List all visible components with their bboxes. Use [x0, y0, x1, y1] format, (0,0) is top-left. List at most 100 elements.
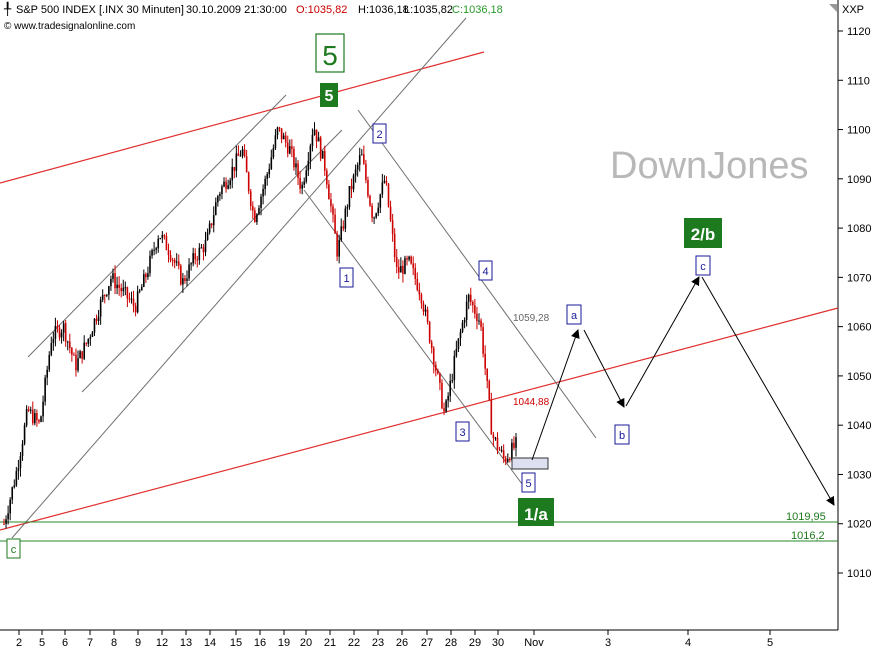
wave-label-c[interactable]: c	[695, 255, 711, 276]
header-datetime: 30.10.2009 21:30:00	[186, 4, 287, 16]
candle-body	[11, 487, 14, 500]
candle-body	[48, 355, 51, 370]
candle-body	[385, 180, 388, 184]
candle-body	[7, 513, 9, 520]
candle-body	[272, 148, 275, 158]
wave-label-2[interactable]: 2	[372, 123, 387, 144]
x-tick-label: 28	[445, 637, 457, 649]
wave-label-2b[interactable]: 2/b	[684, 218, 722, 248]
candle-body	[478, 320, 480, 322]
candle-body	[412, 263, 414, 268]
candle-body	[225, 181, 227, 189]
candle-body	[54, 325, 57, 339]
candle-body	[334, 214, 336, 234]
candle-body	[91, 332, 94, 337]
candle-body	[114, 273, 116, 289]
candle-body	[122, 287, 125, 292]
candle-body	[169, 254, 172, 260]
y-tick-label: 1050	[847, 371, 871, 383]
candle-body	[278, 127, 281, 129]
candle-body	[44, 377, 46, 402]
plot-area[interactable]	[0, 0, 838, 630]
candle-body	[93, 318, 96, 333]
candle-body	[449, 380, 452, 396]
wave-label-5-large[interactable]: 5	[315, 33, 345, 73]
candle-body	[266, 174, 268, 179]
candle-body	[354, 169, 357, 176]
y-tick-label: 1060	[847, 322, 871, 334]
candle-body	[73, 354, 75, 356]
candle-body	[467, 294, 470, 302]
wave-label-a[interactable]: a	[566, 304, 582, 325]
candle-body	[157, 238, 160, 249]
wave-label-1a[interactable]: 1/a	[518, 498, 554, 526]
candle-body	[116, 284, 118, 289]
svg-text:c: c	[11, 544, 17, 556]
candle-body	[465, 301, 468, 320]
wave-label-c-green[interactable]: c	[6, 538, 21, 559]
candle-body	[25, 409, 28, 426]
y-tick-label: 1020	[847, 519, 871, 531]
scroll-arrow-icon[interactable]	[829, 4, 837, 12]
projection-path	[531, 276, 835, 506]
projection-arrow-d	[701, 276, 835, 506]
candle-body	[184, 278, 186, 281]
up-channel-top	[27, 94, 287, 358]
wave-label-b[interactable]: b	[614, 424, 630, 445]
wave-label-5-blue[interactable]: 5	[521, 472, 536, 493]
symbol-icon: ╀	[3, 1, 12, 16]
upper-red-trendline	[0, 51, 485, 184]
candle-body	[217, 196, 219, 203]
candle-body	[77, 358, 79, 371]
candle-body	[365, 163, 367, 180]
wave-label-5-filled[interactable]: 5	[320, 83, 338, 107]
candle-body	[476, 313, 478, 322]
candle-body	[406, 258, 408, 260]
candle-body	[190, 263, 192, 265]
candle-body	[85, 342, 88, 344]
price-candles	[3, 122, 517, 529]
candle-body	[68, 341, 71, 349]
candle-body	[155, 248, 157, 250]
candle-body	[159, 238, 162, 240]
level-label-1016: 1016,2	[791, 530, 825, 542]
candle-body	[455, 348, 458, 357]
header-title: S&P 500 INDEX [.INX 30 Minuten]	[16, 4, 184, 16]
candle-body	[350, 186, 353, 190]
candle-body	[474, 305, 476, 314]
candle-body	[301, 184, 303, 189]
candle-body	[241, 149, 244, 156]
candle-body	[130, 298, 133, 300]
candle-body	[206, 232, 209, 240]
candle-body	[256, 214, 258, 223]
up-channel-outer	[11, 17, 467, 539]
candle-body	[484, 353, 486, 369]
projection-arrow-a	[531, 329, 580, 461]
candle-body	[441, 382, 443, 409]
header-high: H:1036,18	[358, 4, 409, 16]
wave-label-4[interactable]: 4	[478, 260, 493, 281]
projection-box[interactable]	[511, 457, 549, 470]
wave-label-3[interactable]: 3	[455, 421, 470, 442]
candle-body	[175, 261, 178, 263]
candle-body	[430, 342, 433, 349]
svg-text:5: 5	[325, 88, 334, 105]
candle-body	[418, 289, 421, 295]
svg-text:3: 3	[459, 427, 465, 439]
candle-body	[342, 226, 345, 229]
candle-body	[482, 327, 484, 354]
candle-body	[196, 259, 199, 261]
candle-body	[492, 434, 495, 438]
candle-body	[289, 146, 291, 154]
candle-body	[383, 180, 386, 183]
candle-body	[490, 399, 493, 435]
candle-body	[237, 153, 240, 156]
candle-body	[344, 208, 347, 229]
candle-body	[66, 341, 69, 343]
candle-body	[134, 306, 137, 313]
candle-body	[101, 294, 104, 300]
candle-body	[358, 155, 361, 165]
wave-label-1[interactable]: 1	[339, 267, 354, 288]
candle-body	[472, 301, 474, 306]
